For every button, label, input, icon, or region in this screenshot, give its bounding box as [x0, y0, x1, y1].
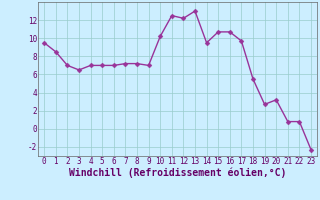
X-axis label: Windchill (Refroidissement éolien,°C): Windchill (Refroidissement éolien,°C) — [69, 168, 286, 178]
